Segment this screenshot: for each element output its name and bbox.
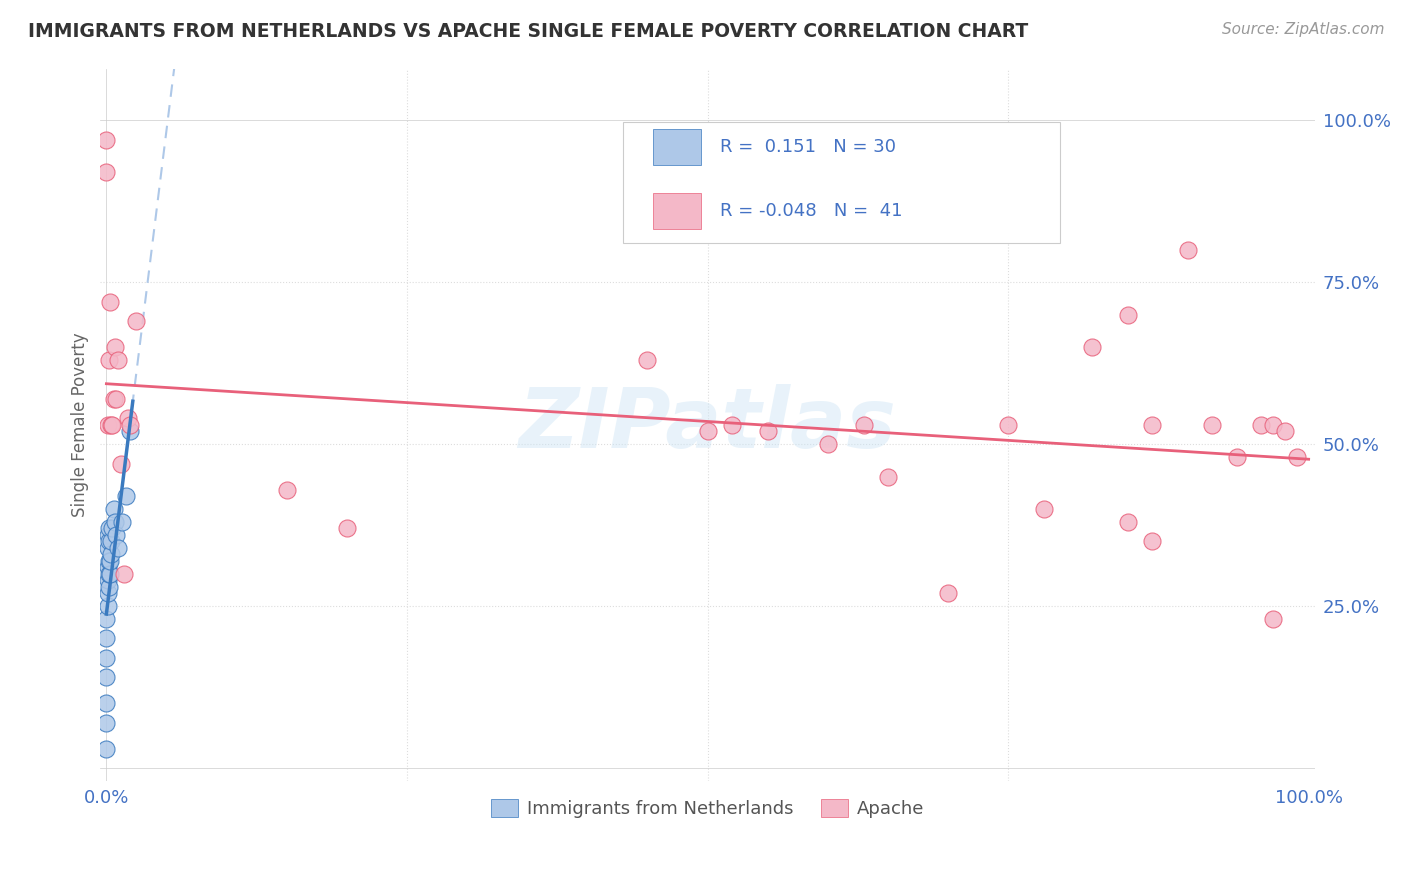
Text: R = -0.048   N =  41: R = -0.048 N = 41 bbox=[720, 202, 903, 220]
Point bbox=[97, 586, 120, 600]
Point bbox=[997, 417, 1019, 432]
Point bbox=[1261, 612, 1284, 626]
Point bbox=[1033, 502, 1056, 516]
Point bbox=[1142, 534, 1164, 549]
Point bbox=[110, 457, 132, 471]
Point bbox=[96, 670, 118, 684]
Point bbox=[97, 353, 120, 368]
Point bbox=[104, 515, 127, 529]
Point bbox=[100, 534, 122, 549]
Point bbox=[104, 340, 127, 354]
Point bbox=[100, 547, 122, 561]
Point bbox=[817, 437, 839, 451]
Point bbox=[96, 696, 118, 710]
Point bbox=[1285, 450, 1308, 464]
Point bbox=[96, 612, 118, 626]
Point bbox=[97, 580, 120, 594]
Legend: Immigrants from Netherlands, Apache: Immigrants from Netherlands, Apache bbox=[484, 791, 931, 825]
Point bbox=[101, 521, 124, 535]
Point bbox=[97, 541, 120, 555]
Point bbox=[111, 515, 134, 529]
Point bbox=[636, 353, 658, 368]
Point bbox=[720, 417, 742, 432]
Point bbox=[1116, 308, 1139, 322]
FancyBboxPatch shape bbox=[652, 194, 702, 229]
Point bbox=[696, 424, 718, 438]
Y-axis label: Single Female Poverty: Single Female Poverty bbox=[72, 333, 89, 517]
Point bbox=[97, 534, 120, 549]
Point bbox=[1142, 417, 1164, 432]
Point bbox=[1116, 515, 1139, 529]
Point bbox=[97, 528, 120, 542]
Point bbox=[876, 469, 898, 483]
Point bbox=[336, 521, 359, 535]
Point bbox=[100, 417, 122, 432]
Point bbox=[120, 417, 142, 432]
Point bbox=[756, 424, 779, 438]
Text: Source: ZipAtlas.com: Source: ZipAtlas.com bbox=[1222, 22, 1385, 37]
Point bbox=[97, 573, 120, 587]
Point bbox=[112, 566, 135, 581]
Point bbox=[98, 566, 121, 581]
Point bbox=[936, 586, 959, 600]
Point bbox=[98, 554, 121, 568]
Point bbox=[114, 489, 136, 503]
Point bbox=[120, 424, 142, 438]
Point bbox=[97, 554, 120, 568]
Point bbox=[1250, 417, 1272, 432]
Text: ZIPatlas: ZIPatlas bbox=[519, 384, 897, 466]
Point bbox=[276, 483, 298, 497]
Point bbox=[96, 632, 118, 646]
Point bbox=[96, 715, 118, 730]
Point bbox=[96, 651, 118, 665]
Point bbox=[104, 392, 127, 406]
Text: IMMIGRANTS FROM NETHERLANDS VS APACHE SINGLE FEMALE POVERTY CORRELATION CHART: IMMIGRANTS FROM NETHERLANDS VS APACHE SI… bbox=[28, 22, 1028, 41]
Point bbox=[101, 417, 124, 432]
Point bbox=[97, 599, 120, 614]
Point bbox=[96, 133, 118, 147]
Point bbox=[107, 541, 129, 555]
Point bbox=[97, 521, 120, 535]
Point bbox=[852, 417, 875, 432]
Point bbox=[96, 741, 118, 756]
Point bbox=[98, 294, 121, 309]
Point bbox=[1261, 417, 1284, 432]
Point bbox=[117, 411, 139, 425]
Point bbox=[104, 528, 127, 542]
Point bbox=[97, 417, 120, 432]
Point bbox=[1177, 243, 1199, 257]
Point bbox=[125, 314, 148, 328]
Point bbox=[1225, 450, 1247, 464]
Point bbox=[96, 165, 118, 179]
Point bbox=[107, 353, 129, 368]
Point bbox=[103, 392, 125, 406]
Point bbox=[1274, 424, 1296, 438]
Point bbox=[1081, 340, 1104, 354]
Point bbox=[1201, 417, 1223, 432]
Point bbox=[97, 560, 120, 574]
Point bbox=[97, 566, 120, 581]
FancyBboxPatch shape bbox=[652, 129, 702, 165]
Point bbox=[103, 502, 125, 516]
FancyBboxPatch shape bbox=[623, 122, 1060, 244]
Text: R =  0.151   N = 30: R = 0.151 N = 30 bbox=[720, 138, 896, 156]
